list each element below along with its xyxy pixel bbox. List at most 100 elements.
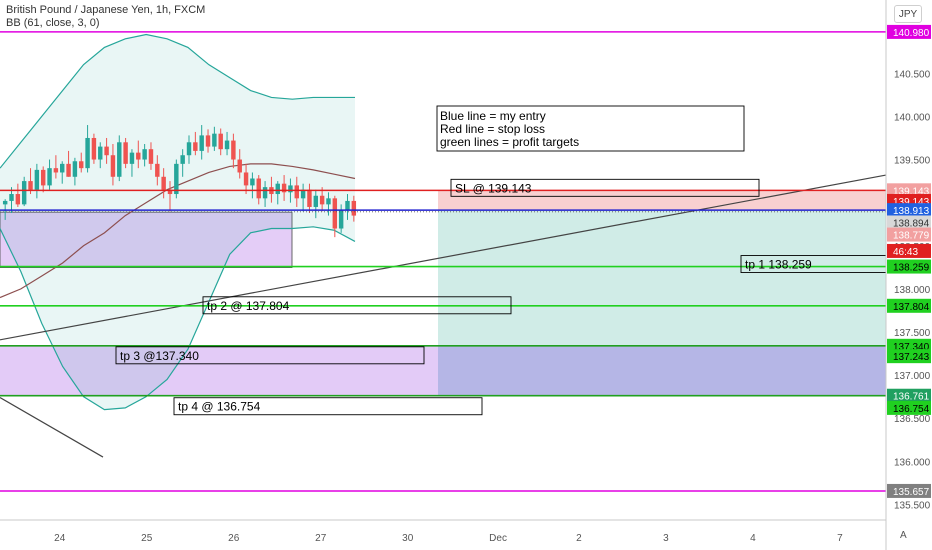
candle (91, 133, 97, 164)
badge-text: 140.980 (893, 28, 930, 39)
candle (15, 183, 21, 207)
candle (193, 131, 198, 156)
candle (123, 137, 128, 169)
rising-trendline (0, 174, 887, 341)
badge-bg (887, 388, 931, 403)
candle-body (351, 200, 357, 216)
label-box (173, 397, 483, 416)
candle (307, 183, 312, 214)
badge-bg (887, 259, 931, 274)
x-tick-label: 4 (750, 533, 756, 544)
badge-bg (887, 183, 931, 198)
candle (326, 192, 331, 216)
price-badge: 138.894 (887, 215, 931, 230)
price-badge: 139.143 (887, 183, 931, 198)
candle-body (243, 172, 249, 186)
candle (148, 142, 154, 170)
candle-body (231, 140, 236, 160)
candle (142, 144, 147, 167)
badge-text: 138.894 (893, 218, 930, 229)
candle-body (193, 142, 198, 151)
badge-text: 136.754 (893, 404, 930, 415)
candle-body (275, 183, 280, 195)
label-text: tp 3 @137.340 (120, 349, 199, 363)
x-tick-label: 27 (315, 533, 327, 544)
candle-body (117, 142, 122, 177)
badge-bg (887, 298, 931, 313)
candle (300, 183, 306, 212)
falling-trendline (0, 397, 104, 458)
y-tick-label: 138.000 (894, 285, 931, 296)
badge-bg (887, 215, 931, 230)
x-tick-label: 24 (54, 533, 66, 544)
candle-body (85, 137, 90, 169)
candle-body (148, 149, 154, 164)
candle (332, 195, 338, 238)
candle-body (281, 183, 287, 193)
candle-body (155, 163, 160, 177)
price-badge: 140.980 (887, 24, 931, 39)
price-axis-bg (886, 0, 932, 550)
currency-button[interactable]: JPY (894, 5, 922, 23)
target-zone (438, 345, 886, 396)
label-box (115, 346, 425, 365)
candle-body (262, 187, 268, 199)
candle-body (300, 189, 306, 199)
candle-body (136, 152, 141, 160)
price-badge: 135.657 (887, 483, 931, 498)
bollinger-fill (0, 34, 355, 410)
auto-scale-button[interactable]: A (900, 530, 907, 541)
candle-body (91, 137, 97, 160)
bollinger-upper (0, 33, 355, 169)
x-tick-label: 26 (228, 533, 240, 544)
candle-body (294, 185, 299, 199)
y-tick-label: 137.000 (894, 371, 931, 382)
candle-body (319, 195, 325, 205)
badge-bg (887, 349, 931, 364)
x-tick-label: 2 (576, 533, 582, 544)
badge-bg (887, 227, 931, 242)
candle (136, 140, 141, 169)
badge-text: 135.657 (893, 487, 930, 498)
note-line: green lines = profit targets (440, 135, 579, 149)
candle (72, 157, 78, 186)
candle (161, 168, 166, 199)
candle-body (142, 149, 147, 160)
candle (117, 135, 122, 182)
badge-text: 137.340 (893, 342, 930, 353)
note-box (436, 105, 745, 152)
candle-body (237, 159, 242, 173)
badge-text: 139.143 (893, 186, 930, 197)
candle (167, 181, 173, 212)
price-badge: 136.754 (887, 400, 931, 415)
candle (250, 172, 255, 199)
price-badges-layer: 140.980139.143139.143138.913138.894138.7… (887, 24, 931, 498)
candle (313, 189, 319, 219)
candle-body (307, 189, 312, 207)
symbol-title: British Pound / Japanese Yen, 1h, FXCM (6, 4, 206, 16)
candle (174, 159, 179, 199)
badge-text: 46:43 (893, 247, 918, 258)
candle-body (72, 161, 78, 177)
candle-body (79, 161, 84, 169)
candle-body (2, 200, 8, 205)
candle (319, 187, 325, 212)
x-tick-label: 7 (837, 533, 843, 544)
candle-body (186, 142, 192, 156)
candle (281, 175, 287, 201)
badge-bg (887, 24, 931, 39)
candle-body (345, 200, 350, 210)
candle (237, 149, 242, 179)
badge-bg (887, 400, 931, 415)
candle-body (129, 152, 135, 164)
candle (212, 126, 217, 151)
y-tick-label: 136.500 (894, 414, 931, 425)
x-tick-label: Dec (489, 533, 507, 544)
candle-body (47, 168, 52, 186)
candle-body (60, 163, 65, 173)
price-badge: 138.259 (887, 259, 931, 274)
candle-body (180, 155, 185, 164)
candle-body (98, 146, 103, 160)
candle (205, 129, 211, 153)
